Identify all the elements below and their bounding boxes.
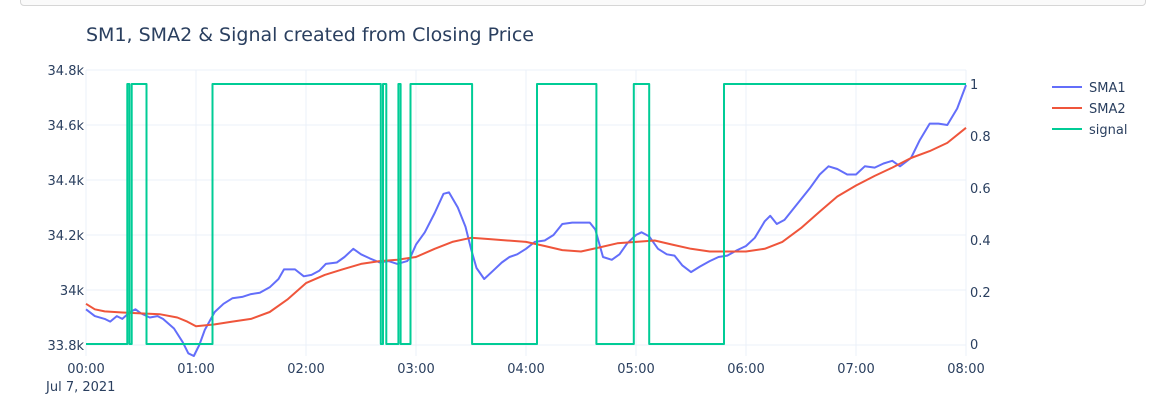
legend-label-sma1: SMA1 — [1089, 81, 1126, 96]
series-line-signal — [86, 83, 966, 345]
y-right-tick-label-4: 0.8 — [970, 130, 991, 145]
legend-item-signal[interactable]: signal — [1052, 123, 1127, 138]
legend[interactable]: SMA1 SMA2 signal — [1052, 81, 1127, 138]
top-panel-edge — [20, 0, 1146, 6]
x-tick-label-8: 08:00 — [947, 362, 984, 377]
legend-item-sma2[interactable]: SMA2 — [1052, 102, 1126, 117]
y-right-tick-label-3: 0.6 — [970, 182, 991, 197]
y-left-tick-label-0: 33.8k — [48, 339, 85, 354]
y-left-tick-label-1: 34k — [60, 284, 85, 299]
x-axis: 00:00 01:00 02:00 03:00 04:00 05:00 06:00 07:00… — [67, 362, 984, 377]
y-right-tick-label-2: 0.4 — [970, 234, 991, 249]
y-left-tick-label-2: 34.2k — [48, 229, 85, 244]
grid — [85, 69, 967, 356]
x-tick-label-7: 07:00 — [837, 362, 874, 377]
legend-item-sma1[interactable]: SMA1 — [1052, 81, 1126, 96]
x-tick-label-1: 01:00 — [177, 362, 214, 377]
legend-label-signal: signal — [1089, 123, 1127, 138]
chart-title: SM1, SMA2 & Signal created from Closing … — [86, 24, 534, 46]
y-axis-left: 33.8k 34k 34.2k 34.4k 34.6k 34.8k — [48, 64, 85, 354]
y-right-tick-label-1: 0.2 — [970, 286, 991, 301]
series-line-sma2 — [85, 127, 967, 328]
x-tick-label-6: 06:00 — [727, 362, 764, 377]
x-tick-label-5: 05:00 — [617, 362, 654, 377]
y-right-tick-label-0: 0 — [970, 338, 978, 353]
legend-label-sma2: SMA2 — [1089, 102, 1126, 117]
x-tick-label-0: 00:00 — [67, 362, 104, 377]
series-group — [85, 83, 967, 357]
y-axis-right: 0 0.2 0.4 0.6 0.8 1 — [970, 78, 991, 353]
y-left-tick-label-5: 34.8k — [48, 64, 85, 79]
x-axis-date-label: Jul 7, 2021 — [45, 380, 115, 395]
y-left-tick-label-4: 34.6k — [48, 119, 85, 134]
x-tick-label-2: 02:00 — [287, 362, 324, 377]
x-tick-label-3: 03:00 — [397, 362, 434, 377]
y-right-tick-label-5: 1 — [970, 78, 978, 93]
x-tick-label-4: 04:00 — [507, 362, 544, 377]
y-left-tick-label-3: 34.4k — [48, 174, 85, 189]
